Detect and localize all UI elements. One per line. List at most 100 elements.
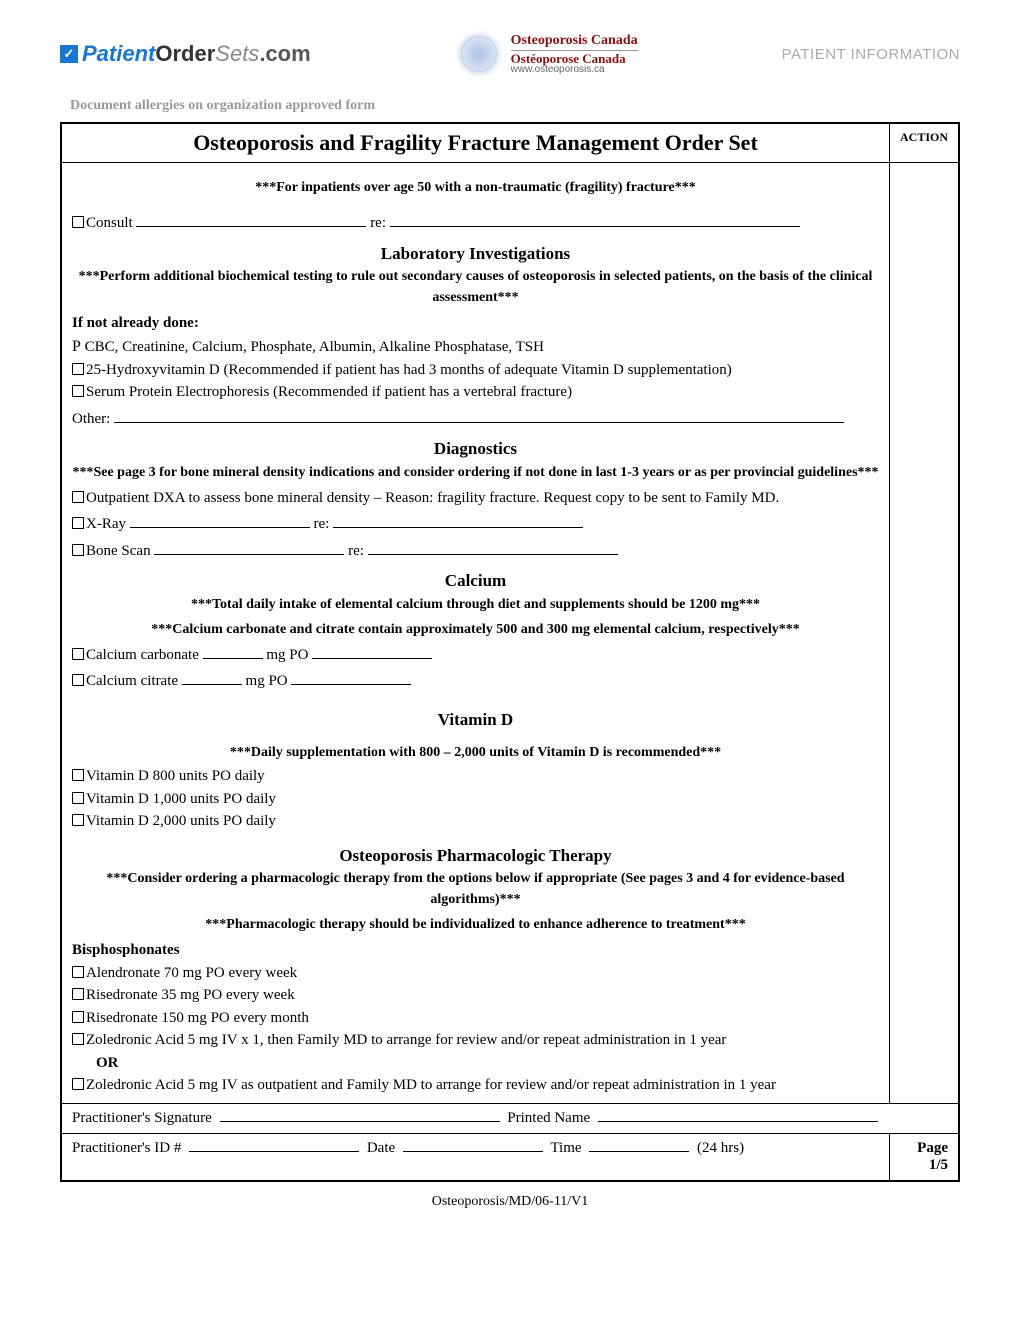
bonescan-re-blank[interactable]	[368, 554, 618, 555]
vitd1000-checkbox[interactable]	[72, 792, 84, 804]
risedronate150-label: Risedronate 150 mg PO every month	[86, 1010, 309, 1026]
zol2-checkbox[interactable]	[72, 1078, 84, 1090]
time-blank[interactable]	[589, 1151, 689, 1152]
xray-blank[interactable]	[130, 527, 310, 528]
re-label-xray: re:	[314, 516, 330, 532]
carbonate-label: Calcium carbonate	[86, 647, 199, 663]
citrate-checkbox[interactable]	[72, 674, 84, 686]
oc-english: Osteoporosis Canada	[511, 33, 638, 50]
carbonate-checkbox[interactable]	[72, 648, 84, 660]
citrate-freq-blank[interactable]	[291, 684, 411, 685]
risedronate35-label: Risedronate 35 mg PO every week	[86, 987, 295, 1003]
orb-icon	[455, 30, 503, 78]
xray-checkbox[interactable]	[72, 517, 84, 529]
footer-id: Osteoporosis/MD/06-11/V1	[60, 1194, 960, 1210]
calcium-heading: Calcium	[72, 568, 879, 594]
lab-spe: Serum Protein Electrophoresis (Recommend…	[86, 384, 572, 400]
risedronate150-checkbox[interactable]	[72, 1011, 84, 1023]
risedronate35-row: Risedronate 35 mg PO every week	[72, 984, 879, 1007]
other-blank[interactable]	[114, 422, 844, 423]
lab-spe-row: Serum Protein Electrophoresis (Recommend…	[72, 381, 879, 404]
id-blank[interactable]	[189, 1151, 359, 1152]
xray-label: X-Ray	[86, 516, 126, 532]
carbonate-dose-blank[interactable]	[203, 658, 263, 659]
dxa-checkbox[interactable]	[72, 491, 84, 503]
vitd2000-checkbox[interactable]	[72, 814, 84, 826]
consult-checkbox[interactable]	[72, 216, 84, 228]
vitd800-row: Vitamin D 800 units PO daily	[72, 765, 879, 788]
bonescan-label: Bone Scan	[86, 543, 151, 559]
signature-label: Practitioner's Signature	[72, 1110, 212, 1126]
allergies-note: Document allergies on organization appro…	[70, 98, 960, 114]
pharm-note2: ***Pharmacologic therapy should be indiv…	[72, 914, 879, 935]
vitd800-label: Vitamin D 800 units PO daily	[86, 768, 265, 784]
spe-checkbox[interactable]	[72, 385, 84, 397]
diag-note: ***See page 3 for bone mineral density i…	[72, 462, 879, 483]
diag-heading: Diagnostics	[72, 436, 879, 462]
bonescan-checkbox[interactable]	[72, 544, 84, 556]
xray-re-blank[interactable]	[333, 527, 583, 528]
zol2-label: Zoledronic Acid 5 mg IV as outpatient an…	[86, 1077, 776, 1093]
logo-word-patient: Patient	[82, 41, 155, 66]
vitd25-checkbox[interactable]	[72, 363, 84, 375]
consult-label: Consult	[86, 215, 133, 231]
bonescan-blank[interactable]	[154, 554, 344, 555]
patient-information-label: PATIENT INFORMATION	[782, 46, 960, 63]
lab-cbc: CBC, Creatinine, Calcium, Phosphate, Alb…	[85, 339, 544, 355]
mg-po-1: mg PO	[266, 647, 308, 663]
inpatient-note: ***For inpatients over age 50 with a non…	[72, 177, 879, 198]
check-icon: ✓	[60, 45, 78, 63]
vitd2000-row: Vitamin D 2,000 units PO daily	[72, 810, 879, 833]
printed-blank[interactable]	[598, 1121, 878, 1122]
diag-dxa-row: Outpatient DXA to assess bone mineral de…	[72, 487, 879, 510]
vitd-note: ***Daily supplementation with 800 – 2,00…	[72, 742, 879, 763]
calcium-note2: ***Calcium carbonate and citrate contain…	[72, 619, 879, 640]
lab-cbc-row: P CBC, Creatinine, Calcium, Phosphate, A…	[72, 335, 879, 359]
zol1-row: Zoledronic Acid 5 mg IV x 1, then Family…	[72, 1029, 879, 1052]
lab-heading: Laboratory Investigations	[72, 241, 879, 267]
alendronate-label: Alendronate 70 mg PO every week	[86, 965, 297, 981]
logo-word-com: .com	[259, 41, 310, 66]
time-label: Time	[550, 1140, 581, 1156]
logo-word-sets: Sets	[215, 41, 259, 66]
citrate-dose-blank[interactable]	[182, 684, 242, 685]
vitd1000-label: Vitamin D 1,000 units PO daily	[86, 791, 276, 807]
alendronate-row: Alendronate 70 mg PO every week	[72, 962, 879, 985]
page-header: ✓ PatientOrderSets.com Osteoporosis Cana…	[60, 30, 960, 78]
order-set-table: Osteoporosis and Fragility Fracture Mana…	[60, 122, 960, 1182]
risedronate35-checkbox[interactable]	[72, 988, 84, 1000]
diag-dxa: Outpatient DXA to assess bone mineral de…	[86, 490, 779, 506]
re-label-consult: re:	[370, 215, 386, 231]
bisphos-heading: Bisphosphonates	[72, 939, 879, 962]
consult-blank[interactable]	[136, 226, 366, 227]
logo-patientordersets: ✓ PatientOrderSets.com	[60, 41, 311, 67]
oc-url: www.osteoporosis.ca	[511, 64, 638, 75]
vitd2000-label: Vitamin D 2,000 units PO daily	[86, 813, 276, 829]
action-column	[889, 163, 959, 1104]
signature-row-1: Practitioner's Signature Printed Name	[61, 1103, 959, 1133]
lab-other-row: Other:	[72, 408, 879, 431]
carbonate-freq-blank[interactable]	[312, 658, 432, 659]
consult-re-blank[interactable]	[390, 226, 800, 227]
lab-note: ***Perform additional biochemical testin…	[72, 266, 879, 308]
form-title: Osteoporosis and Fragility Fracture Mana…	[61, 123, 889, 163]
consult-row: Consult re:	[72, 212, 879, 235]
carbonate-row: Calcium carbonate mg PO	[72, 644, 879, 667]
signature-blank[interactable]	[220, 1121, 500, 1122]
alendronate-checkbox[interactable]	[72, 966, 84, 978]
lab-vitd25: 25-Hydroxyvitamin D (Recommended if pati…	[86, 362, 732, 378]
pharm-note1: ***Consider ordering a pharmacologic the…	[72, 868, 879, 910]
zol1-checkbox[interactable]	[72, 1033, 84, 1045]
calcium-note1: ***Total daily intake of elemental calci…	[72, 594, 879, 615]
printed-label: Printed Name	[507, 1110, 590, 1126]
other-label: Other:	[72, 411, 110, 427]
date-blank[interactable]	[403, 1151, 543, 1152]
re-label-bonescan: re:	[348, 543, 364, 559]
page-number: Page 1/5	[889, 1133, 959, 1181]
logo-osteoporosis-canada: Osteoporosis Canada Ostéoporose Canada w…	[455, 30, 638, 78]
zol2-row: Zoledronic Acid 5 mg IV as outpatient an…	[72, 1074, 879, 1097]
diag-bonescan-row: Bone Scan re:	[72, 540, 879, 563]
vitd800-checkbox[interactable]	[72, 769, 84, 781]
pharm-heading: Osteoporosis Pharmacologic Therapy	[72, 843, 879, 869]
hrs-label: (24 hrs)	[697, 1140, 744, 1156]
